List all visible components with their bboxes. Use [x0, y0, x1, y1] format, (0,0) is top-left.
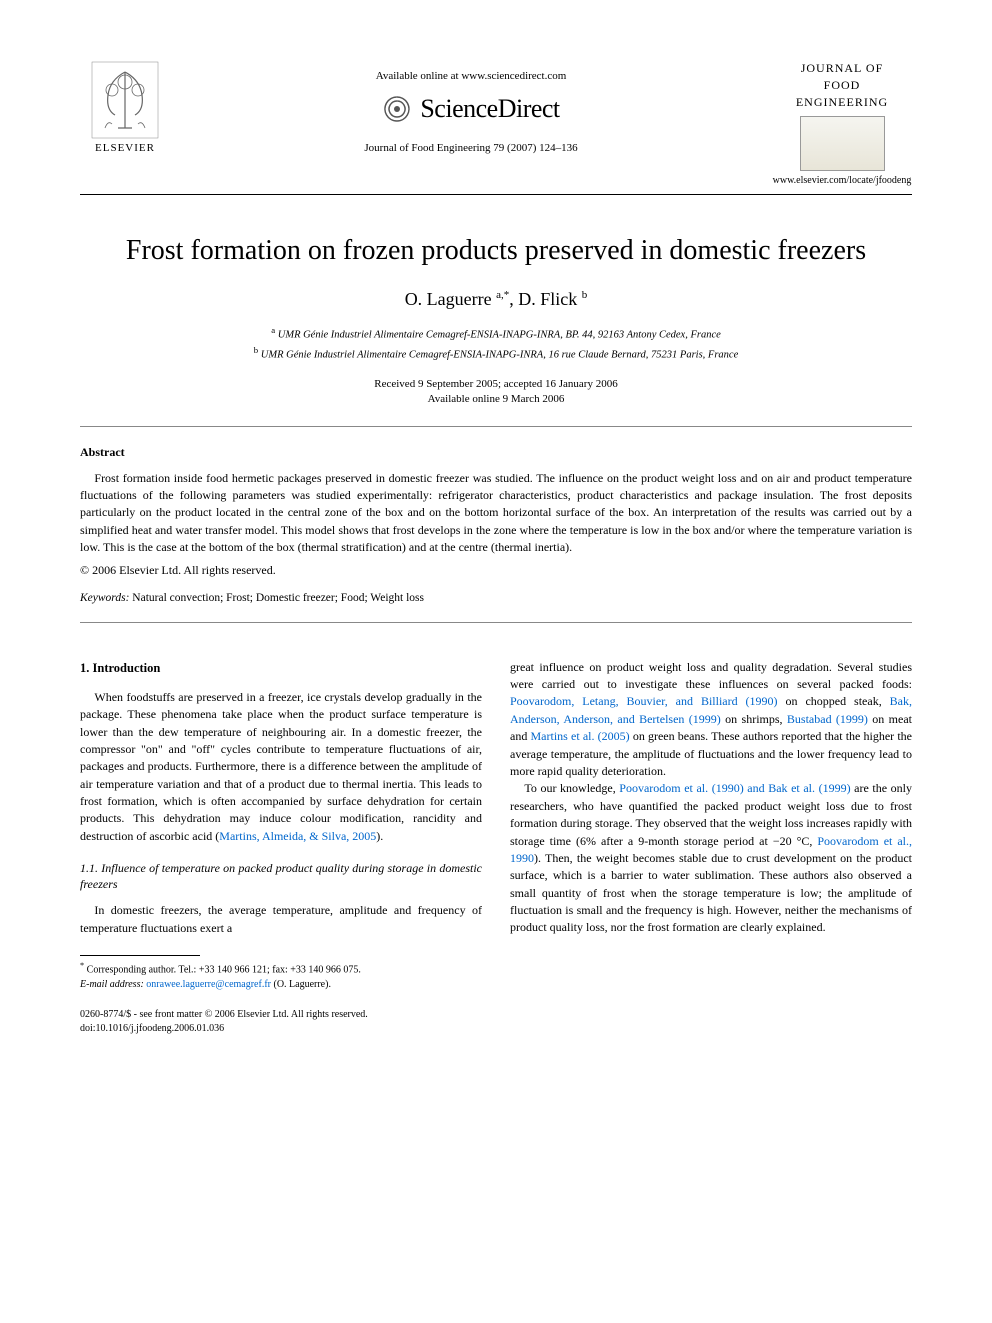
citation-link[interactable]: Martins, Almeida, & Silva, 2005	[219, 829, 376, 843]
body-columns: 1. Introduction When foodstuffs are pres…	[80, 659, 912, 1036]
citation-link[interactable]: Poovarodom et al. (1990) and Bak et al. …	[619, 781, 850, 795]
doi-line: doi:10.1016/j.jfoodeng.2006.01.036	[80, 1022, 482, 1036]
elsevier-tree-icon	[90, 60, 160, 140]
journal-name-line: JOURNAL OF	[796, 60, 888, 77]
subsection-heading: 1.1. Influence of temperature on packed …	[80, 861, 482, 892]
section-heading-intro: 1. Introduction	[80, 659, 482, 677]
keywords-list: Natural convection; Frost; Domestic free…	[132, 592, 424, 604]
sciencedirect-swirl-icon	[382, 94, 412, 124]
journal-reference: Journal of Food Engineering 79 (2007) 12…	[364, 142, 577, 154]
footnotes: * Corresponding author. Tel.: +33 140 96…	[80, 960, 482, 991]
abstract-top-rule	[80, 426, 912, 427]
abstract-bottom-rule	[80, 622, 912, 623]
right-column: great influence on product weight loss a…	[510, 659, 912, 1036]
paragraph: To our knowledge, Poovarodom et al. (199…	[510, 780, 912, 937]
paragraph: When foodstuffs are preserved in a freez…	[80, 689, 482, 846]
online-date: Available online 9 March 2006	[80, 392, 912, 407]
abstract-body: Frost formation inside food hermetic pac…	[80, 470, 912, 557]
sciencedirect-text: ScienceDirect	[420, 94, 559, 124]
journal-name-line: FOOD	[796, 77, 888, 94]
keywords: Keywords: Natural convection; Frost; Dom…	[80, 592, 912, 604]
locate-url: www.elsevier.com/locate/jfoodeng	[773, 175, 912, 186]
abstract-copyright: © 2006 Elsevier Ltd. All rights reserved…	[80, 563, 912, 578]
footnote-separator	[80, 955, 200, 956]
affiliation-line: b UMR Génie Industriel Alimentaire Cemag…	[80, 344, 912, 363]
header-right: JOURNAL OF FOOD ENGINEERING www.elsevier…	[772, 60, 912, 186]
citation-link[interactable]: Poovarodom, Letang, Bouvier, and Billiar…	[510, 694, 778, 708]
sciencedirect-logo: ScienceDirect	[382, 94, 559, 124]
received-date: Received 9 September 2005; accepted 16 J…	[80, 377, 912, 392]
journal-name-line: ENGINEERING	[796, 94, 888, 111]
authors: O. Laguerre a,*, D. Flick b	[80, 289, 912, 310]
issn-line: 0260-8774/$ - see front matter © 2006 El…	[80, 1008, 482, 1022]
publisher-name: ELSEVIER	[95, 142, 155, 154]
citation-link[interactable]: Martins et al. (2005)	[531, 729, 630, 743]
article-title: Frost formation on frozen products prese…	[80, 235, 912, 267]
affiliation-line: a UMR Génie Industriel Alimentaire Cemag…	[80, 324, 912, 343]
abstract-heading: Abstract	[80, 445, 912, 460]
journal-cover-thumbnail	[800, 116, 885, 171]
header-rule	[80, 194, 912, 195]
left-column: 1. Introduction When foodstuffs are pres…	[80, 659, 482, 1036]
header-center: Available online at www.sciencedirect.co…	[170, 60, 772, 154]
citation-link[interactable]: Bustabad (1999)	[787, 712, 868, 726]
article-dates: Received 9 September 2005; accepted 16 J…	[80, 377, 912, 408]
publisher-block: ELSEVIER	[80, 60, 170, 154]
available-online-text: Available online at www.sciencedirect.co…	[376, 70, 567, 82]
affiliations: a UMR Génie Industriel Alimentaire Cemag…	[80, 324, 912, 363]
page-header: ELSEVIER Available online at www.science…	[80, 60, 912, 186]
paragraph: great influence on product weight loss a…	[510, 659, 912, 781]
email-link[interactable]: onrawee.laguerre@cemagref.fr	[146, 979, 271, 990]
paragraph: In domestic freezers, the average temper…	[80, 902, 482, 937]
front-matter-info: 0260-8774/$ - see front matter © 2006 El…	[80, 1008, 482, 1036]
corresponding-author: * Corresponding author. Tel.: +33 140 96…	[80, 960, 482, 977]
journal-name: JOURNAL OF FOOD ENGINEERING	[796, 60, 888, 110]
email-line: E-mail address: onrawee.laguerre@cemagre…	[80, 978, 482, 992]
keywords-label: Keywords:	[80, 592, 129, 604]
